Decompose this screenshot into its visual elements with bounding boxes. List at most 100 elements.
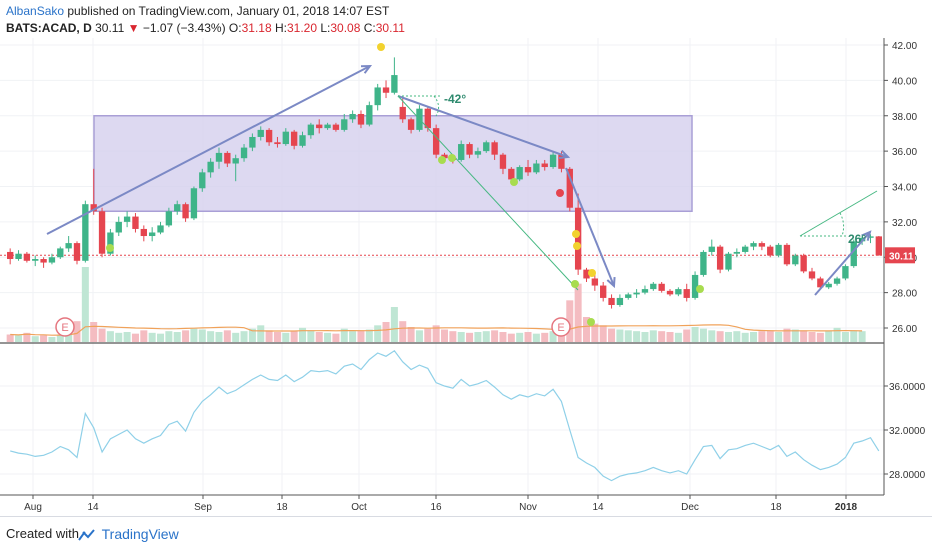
- tradingview-logo[interactable]: TradingView: [76, 526, 179, 542]
- time-tick-label: 16: [430, 502, 442, 513]
- price-tick-label: 36.00: [892, 147, 917, 158]
- ticker-label[interactable]: BATS:ACAD, D: [6, 21, 92, 35]
- volume-bar: [683, 329, 691, 342]
- candle-body: [783, 244, 791, 265]
- tradingview-cloud-icon: [78, 529, 95, 541]
- volume-bar: [106, 331, 114, 342]
- volume-bar: [349, 331, 357, 342]
- volume-bar: [599, 325, 607, 342]
- volume-bar: [841, 332, 849, 342]
- created-with-text: Created with: [6, 526, 79, 541]
- volume-bar: [131, 333, 139, 342]
- recovery-arrow: [814, 230, 872, 296]
- candle-body: [40, 259, 47, 263]
- earnings-marker: E: [551, 317, 571, 337]
- candle-body: [341, 119, 348, 130]
- indicator-tick-label: 36.0000: [889, 382, 926, 393]
- volume-bar: [791, 329, 799, 342]
- candle-body: [382, 87, 390, 93]
- candle-body: [466, 144, 473, 155]
- arrow-head-icon: [606, 276, 616, 289]
- open-value: 31.18: [241, 21, 272, 35]
- signal-dot: [572, 230, 580, 238]
- volume-bar: [432, 325, 440, 342]
- volume-bar: [324, 332, 332, 342]
- time-tick-label: 18: [276, 502, 288, 513]
- volume-bar: [23, 332, 31, 342]
- candle-body: [23, 253, 31, 261]
- candle-body: [90, 204, 97, 212]
- volume-bar: [783, 328, 791, 342]
- volume-bar: [499, 332, 507, 342]
- volume-bar: [190, 328, 198, 342]
- volume-bar: [257, 325, 265, 342]
- candle-body: [583, 269, 590, 279]
- last-price-box-label: 30.11: [889, 251, 914, 262]
- volume-bar: [374, 325, 382, 342]
- price-tick-label: 34.00: [892, 183, 917, 194]
- volume-bar: [365, 329, 373, 342]
- angle-arc: [433, 95, 440, 117]
- candle-body: [700, 251, 707, 275]
- volume-bar: [624, 330, 632, 342]
- volume-bar: [674, 332, 682, 342]
- candle-body: [357, 113, 365, 125]
- candle-body: [7, 251, 14, 260]
- candle-body: [483, 142, 490, 152]
- volume-bar: [90, 322, 98, 342]
- price-axis: 42.0040.0038.0036.0034.0032.0030.0028.00…: [884, 41, 917, 335]
- angle-arc: [839, 212, 845, 237]
- candle-body: [658, 283, 665, 291]
- downtrend-arrow-1: [397, 95, 571, 159]
- time-tick-label: Oct: [351, 502, 367, 513]
- volume-bar: [182, 330, 190, 342]
- candle-body: [274, 142, 281, 145]
- candle-body: [758, 243, 766, 247]
- candle-body: [391, 75, 398, 93]
- price-change: −1.07 (−3.43%): [142, 21, 226, 35]
- author-link[interactable]: AlbanSako: [6, 4, 65, 18]
- candle-body: [650, 283, 657, 290]
- volume-bar: [81, 267, 89, 342]
- candle-body: [508, 168, 515, 180]
- candle-body: [240, 147, 248, 159]
- volume-bar: [407, 327, 415, 342]
- volume-bar: [440, 329, 449, 342]
- volume-bar: [566, 300, 574, 342]
- candle-body: [290, 131, 298, 146]
- time-axis: Aug 14 Sep 18 Oct 16 Nov 14 Dec 18 2018: [24, 495, 858, 513]
- price-chart[interactable]: -42° 26° E E 42.00 40.00 38.00 36.00 34.00 32.00 3…: [0, 0, 932, 516]
- candle-body: [817, 278, 824, 288]
- arrow-head-icon: [360, 64, 373, 74]
- lower-indicator-line: [10, 349, 880, 482]
- signal-dots: [106, 43, 704, 326]
- volume-bar: [741, 332, 749, 342]
- candle-body: [115, 221, 122, 233]
- volume-bar: [115, 332, 123, 342]
- arrow-head-icon: [558, 149, 571, 159]
- candle-body: [591, 278, 599, 286]
- volume-bar: [666, 332, 674, 342]
- volume-bar: [766, 330, 774, 342]
- candle-body: [73, 243, 81, 261]
- volume-bar: [65, 333, 73, 342]
- volume-bar: [724, 332, 732, 342]
- candle-body: [132, 216, 139, 229]
- signal-dot-red: [556, 189, 564, 197]
- indicator-tick-label: 32.0000: [889, 426, 926, 437]
- candle-body: [825, 283, 832, 288]
- volume-bar: [574, 283, 582, 342]
- signal-dot: [438, 156, 446, 164]
- low-label: L:: [320, 21, 331, 35]
- volume-bar: [173, 332, 181, 342]
- candle-body: [123, 216, 131, 222]
- volume-bar: [516, 332, 524, 342]
- candle-body: [708, 246, 715, 252]
- candle-body: [608, 297, 615, 306]
- angle-label-down: -42°: [444, 92, 466, 106]
- candle-body: [633, 292, 640, 295]
- volume-bar: [507, 333, 515, 342]
- candle-body: [182, 204, 189, 219]
- indicator-tick-label: 28.0000: [889, 470, 926, 481]
- price-tick-label: 26.00: [892, 324, 917, 335]
